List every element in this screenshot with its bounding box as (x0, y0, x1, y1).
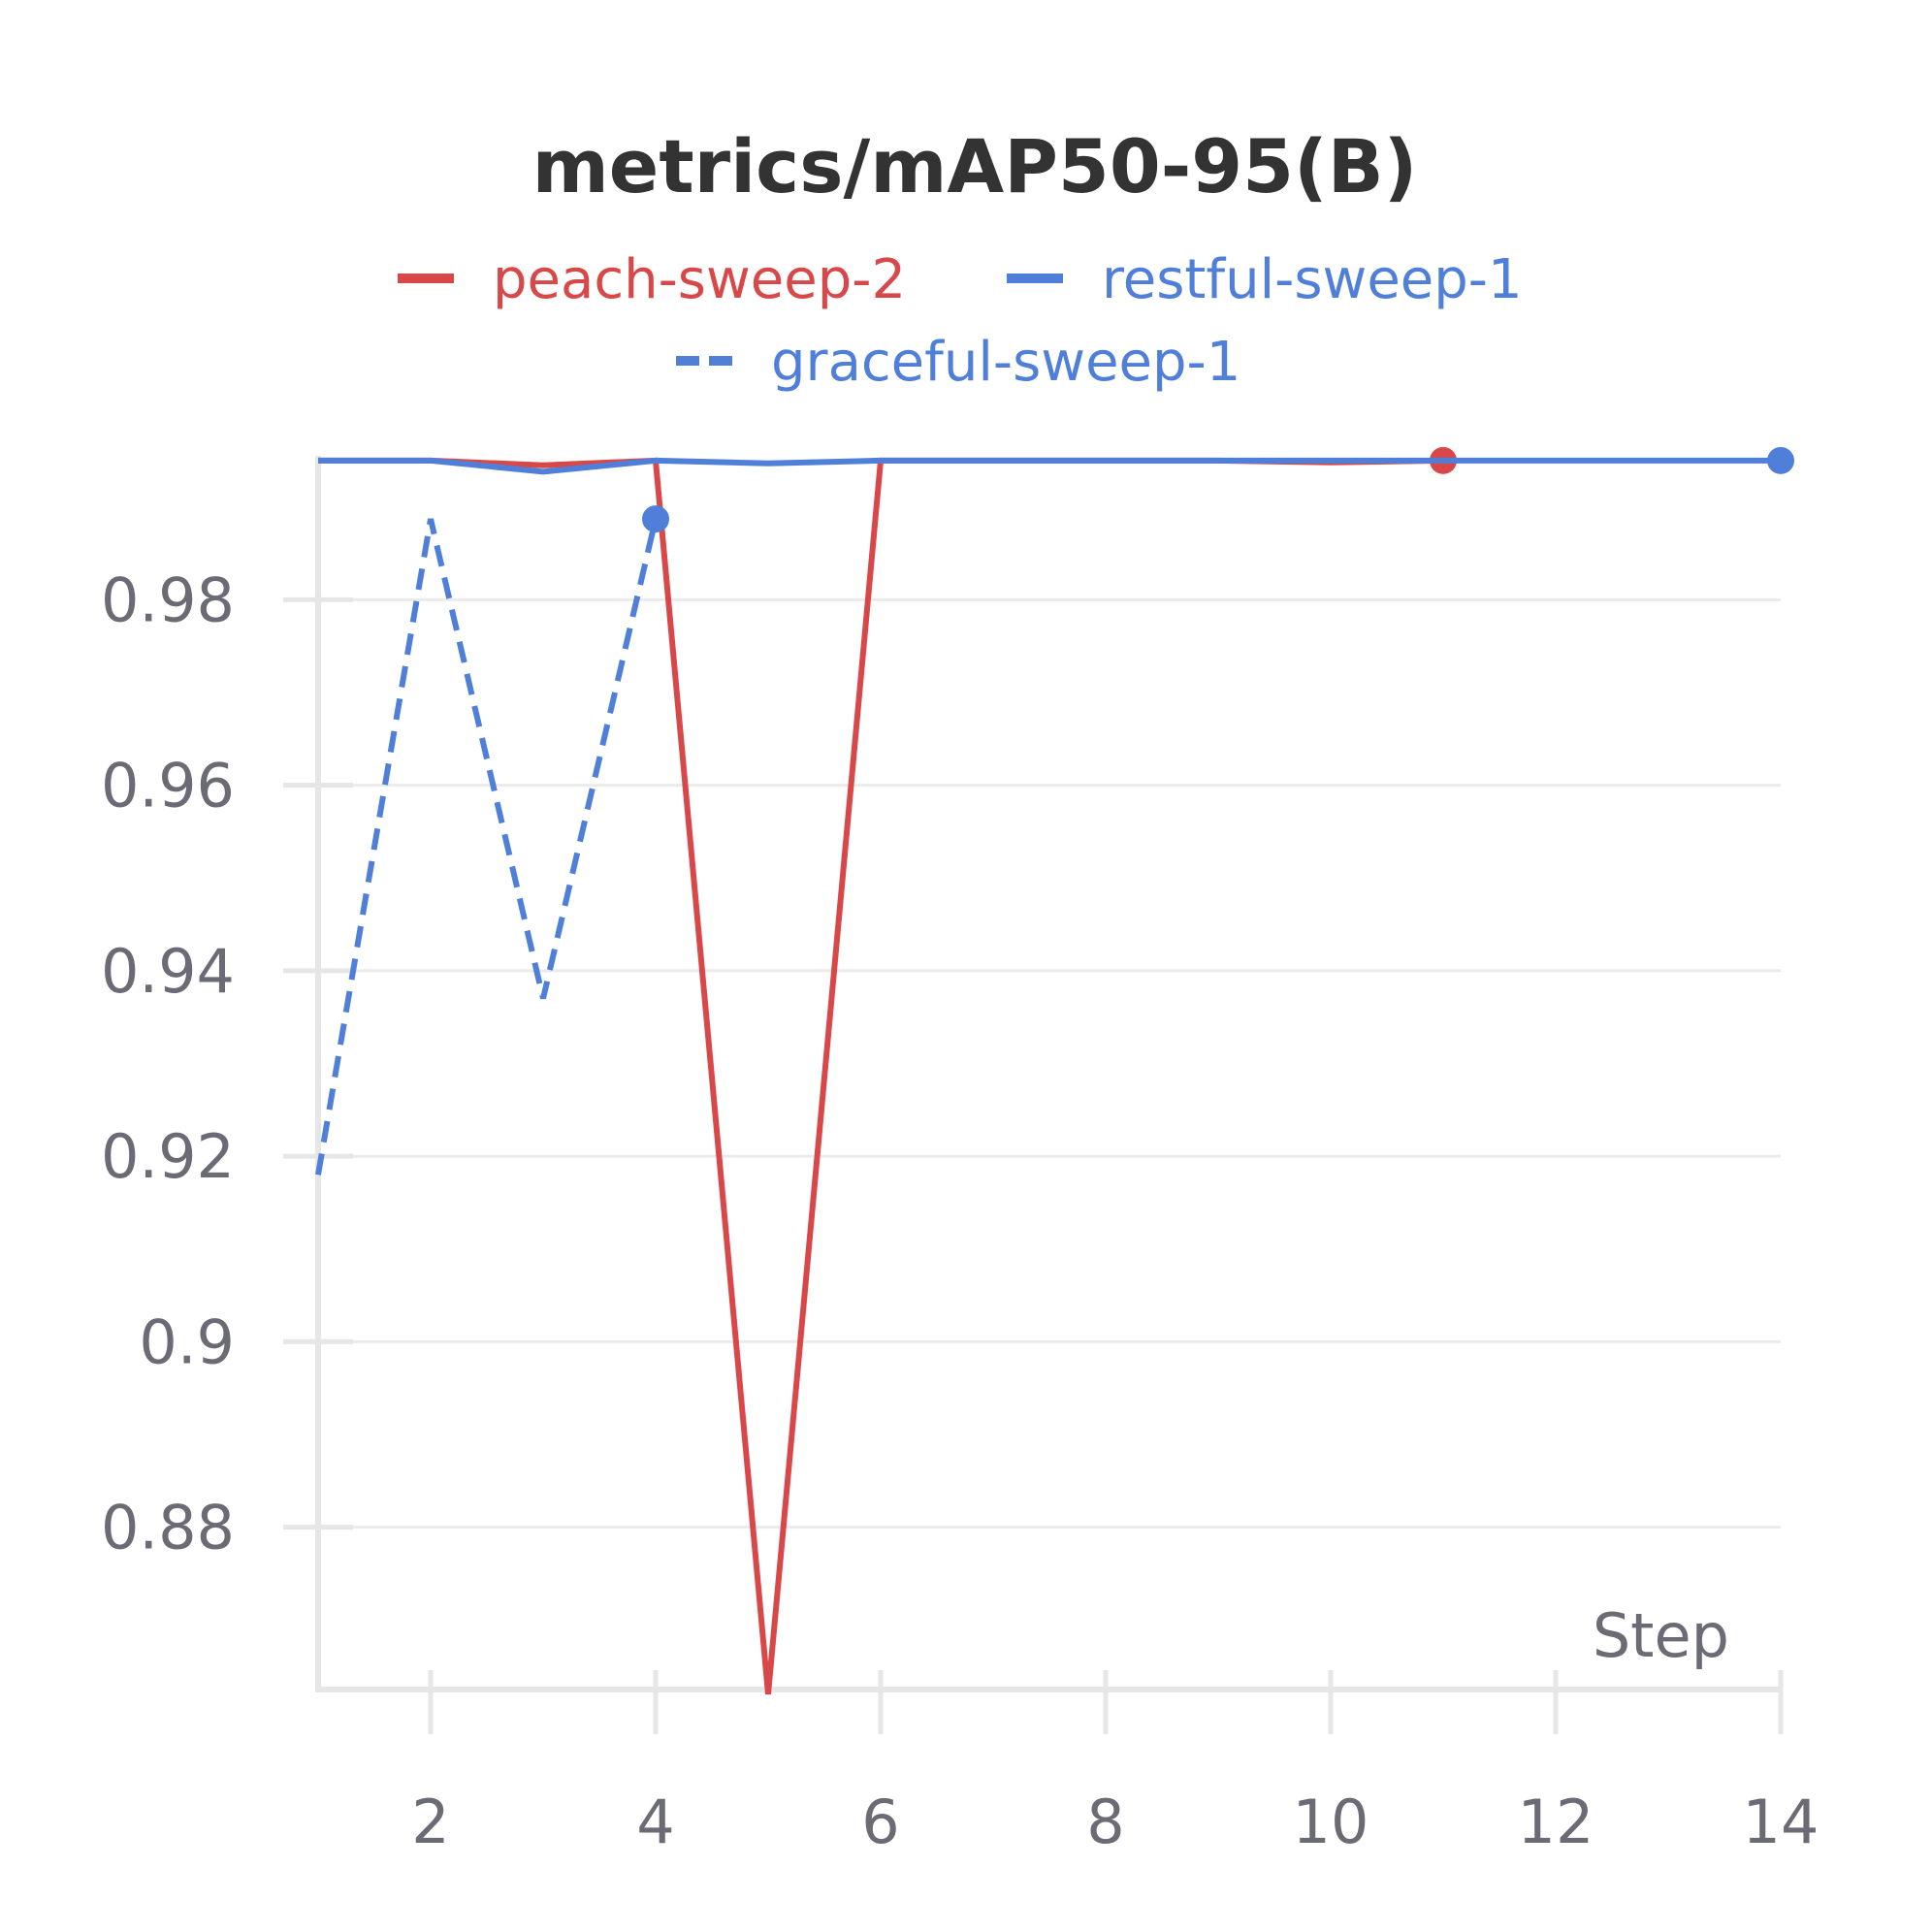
y-tick-label: 0.96 (101, 751, 235, 821)
y-tick-label: 0.88 (101, 1493, 235, 1563)
x-tick-label: 10 (1293, 1787, 1369, 1857)
x-tick-label: 6 (861, 1787, 899, 1857)
legend-label-restful-sweep-1: restful-sweep-1 (1102, 248, 1523, 311)
x-tick-label: 12 (1518, 1787, 1594, 1857)
series-line-graceful-sweep-1 (315, 518, 659, 1175)
y-tick-label: 0.92 (101, 1121, 235, 1192)
x-tick-label: 8 (1086, 1787, 1124, 1857)
legend-label-graceful-sweep-1: graceful-sweep-1 (771, 331, 1240, 394)
series-end-point-restful-sweep-1 (1767, 446, 1794, 474)
x-axis-title: Step (1593, 1600, 1729, 1671)
x-tick-label: 4 (636, 1787, 674, 1857)
series-group (315, 446, 1794, 1695)
x-tick-label: 14 (1743, 1787, 1819, 1857)
y-axis: 0.88 0.9 0.92 0.94 0.96 0.98 (101, 564, 353, 1563)
grid (318, 597, 1781, 1530)
series-end-point-graceful-sweep-1 (642, 505, 669, 533)
series-line-restful-sweep-1 (318, 457, 1781, 475)
x-tick-label: 2 (411, 1787, 449, 1857)
chart-title: metrics/mAP50-95(B) (532, 123, 1418, 209)
legend: peach-sweep-2 restful-sweep-1 graceful-swe… (398, 248, 1523, 394)
legend-label-peach-sweep-2: peach-sweep-2 (493, 248, 906, 311)
x-axis: 2 4 6 8 10 12 14 (411, 1670, 1819, 1857)
series-line-peach-sweep-2 (318, 457, 1444, 1695)
y-tick-label: 0.9 (139, 1306, 235, 1377)
y-tick-label: 0.98 (101, 564, 235, 635)
y-tick-label: 0.94 (101, 936, 235, 1007)
